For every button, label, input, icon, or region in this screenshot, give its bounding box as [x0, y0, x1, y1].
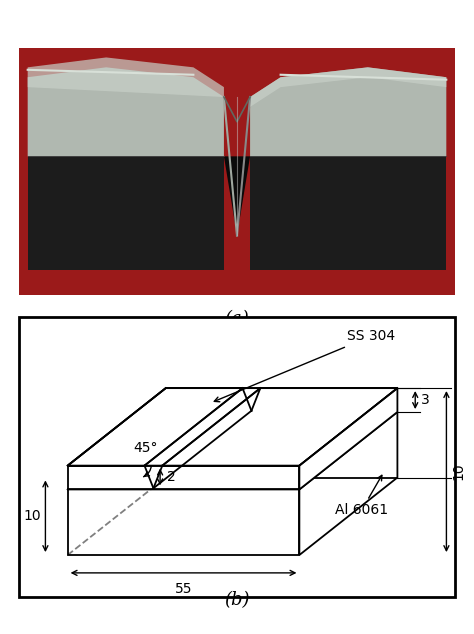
- Polygon shape: [68, 388, 397, 465]
- Polygon shape: [68, 489, 300, 555]
- Text: (a): (a): [225, 309, 249, 328]
- Polygon shape: [27, 58, 224, 97]
- Text: Al 6061: Al 6061: [335, 476, 388, 517]
- Polygon shape: [250, 67, 447, 157]
- Text: 2: 2: [167, 470, 175, 484]
- Polygon shape: [68, 465, 300, 489]
- Text: 10: 10: [452, 463, 466, 481]
- Text: 45°: 45°: [133, 441, 158, 455]
- Polygon shape: [300, 388, 397, 489]
- Polygon shape: [250, 157, 447, 270]
- Polygon shape: [224, 157, 250, 235]
- Text: 55: 55: [175, 582, 192, 596]
- Polygon shape: [27, 67, 224, 157]
- Text: SS 304: SS 304: [214, 330, 395, 402]
- Text: (b): (b): [224, 591, 250, 609]
- Polygon shape: [250, 67, 447, 107]
- Polygon shape: [300, 412, 397, 555]
- Text: 10: 10: [23, 509, 41, 523]
- Polygon shape: [27, 157, 224, 270]
- Polygon shape: [68, 412, 397, 489]
- Text: 3: 3: [420, 393, 429, 407]
